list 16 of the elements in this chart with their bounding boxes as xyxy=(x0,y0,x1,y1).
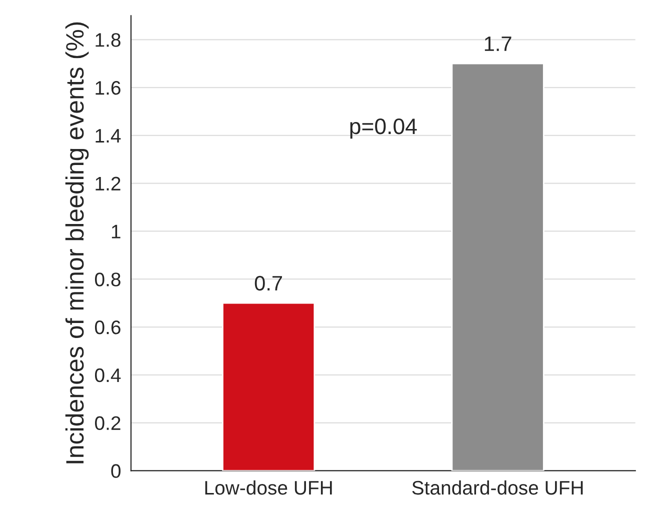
y-tick-label: 0 xyxy=(111,464,121,478)
data-label: 1.7 xyxy=(484,36,512,51)
x-tick-label: Standard-dose UFH xyxy=(412,480,583,495)
x-tick-label: Low-dose UFH xyxy=(205,480,332,495)
y-tick-label: 1.8 xyxy=(96,33,120,47)
y-tick-label: 1.4 xyxy=(96,129,121,142)
y-tick-label: 0.6 xyxy=(95,320,120,334)
y-tick-label: 1 xyxy=(112,224,120,238)
y-tick-label: 1.2 xyxy=(96,176,120,190)
y-axis-title: Incidences of minor bleeding events (%) xyxy=(65,22,89,464)
y-tick-label: 0.8 xyxy=(95,272,120,286)
annotation: p=0.04 xyxy=(350,118,417,139)
y-tick-label: 0.2 xyxy=(95,416,120,430)
y-tick-label: 1.6 xyxy=(96,81,120,95)
data-label: 0.7 xyxy=(254,276,282,291)
y-tick-label: 0.4 xyxy=(95,368,121,382)
